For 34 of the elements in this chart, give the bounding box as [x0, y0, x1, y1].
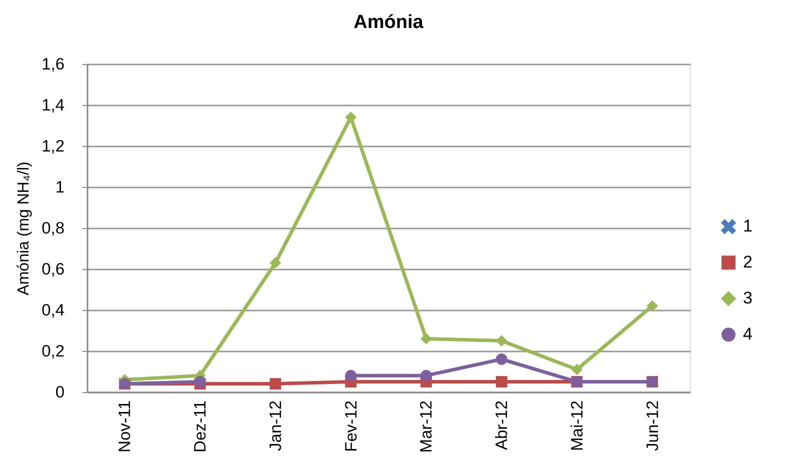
x-tick-label: Mai-12 [568, 400, 586, 451]
point [420, 333, 432, 344]
point [270, 257, 282, 269]
y-tick-label: 1,4 [42, 96, 64, 114]
y-tick-label: 1,2 [42, 138, 64, 156]
legend-label: 3 [743, 288, 752, 308]
point [345, 370, 357, 382]
x-tick-label: Mar-12 [418, 400, 436, 453]
y-tick-label: 0,6 [42, 260, 64, 278]
x-tick-label: Jun-12 [644, 400, 662, 451]
y-tick-label: 0,8 [42, 220, 64, 238]
x-tick-label: Fev-12 [342, 400, 360, 452]
y-tick-label: 1 [55, 178, 64, 196]
legend-label: 2 [743, 252, 752, 272]
point [270, 378, 282, 390]
y-axis-title: Amónia (mg NH₄/l) [16, 162, 33, 296]
point [646, 300, 658, 312]
y-tick-label: 0,4 [42, 302, 64, 320]
x-tick-label: Nov-11 [116, 400, 134, 452]
point [496, 335, 508, 346]
point [496, 354, 508, 365]
x-tick-label: Abr-12 [493, 400, 512, 450]
point [345, 112, 357, 123]
y-tick-label: 0 [55, 384, 64, 402]
legend-label: 1 [743, 216, 752, 236]
chart-title: Amónia [354, 12, 424, 33]
point [571, 364, 583, 376]
point [496, 376, 508, 388]
y-tick-label: 1,6 [42, 56, 64, 74]
legend-label: 4 [743, 324, 752, 344]
x-tick-label: Jan-12 [266, 400, 285, 451]
point [420, 370, 432, 382]
y-tick-label: 0,2 [42, 342, 64, 360]
x-tick-label: Dez-11 [192, 400, 210, 452]
